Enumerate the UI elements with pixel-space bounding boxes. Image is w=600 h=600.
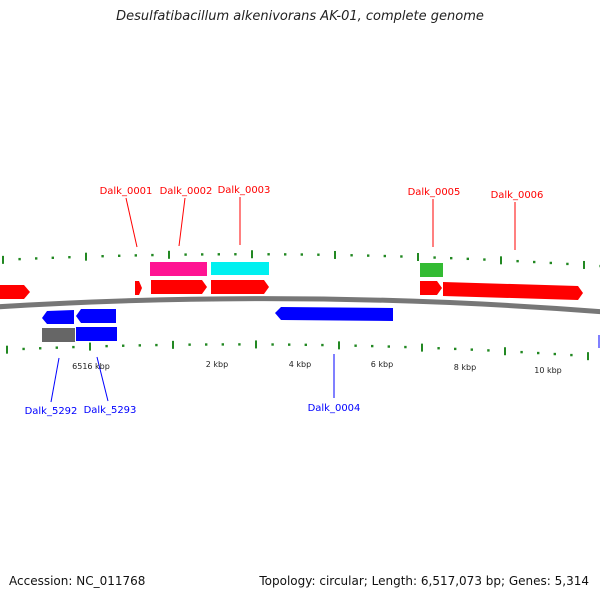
label-dalk-0006[interactable]: Dalk_0006 [491,190,544,201]
scale-label: 2 kbp [206,360,228,369]
scale-label: 8 kbp [454,363,476,372]
gene-dalk-0001[interactable] [135,281,142,295]
gene-dalk-0004[interactable] [275,307,393,321]
gene-dalk-0005[interactable] [420,263,443,277]
scale-label: 6516 kbp [72,362,110,371]
scale-label: 10 kbp [534,366,562,375]
gene-reverse[interactable] [76,327,117,341]
label-dalk-0005[interactable]: Dalk_0005 [408,187,461,198]
genome-title: Desulfatibacillum alkenivorans AK-01, co… [116,9,484,24]
label-dalk-0001[interactable]: Dalk_0001 [100,186,153,197]
gene-dalk-0003[interactable] [211,262,269,275]
genome-summary: Topology: circular; Length: 6,517,073 bp… [259,574,589,588]
accession-text: Accession: NC_011768 [9,574,146,588]
gene-dalk-5292[interactable] [42,310,74,324]
gene-forward[interactable] [0,285,30,299]
gene-dalk-0006[interactable] [443,282,583,300]
gene-forward[interactable] [211,280,269,294]
label-dalk-0004[interactable]: Dalk_0004 [308,403,361,414]
gene-forward[interactable] [151,280,207,294]
scale-label: 6 kbp [371,360,393,369]
gene-dalk-5293[interactable] [76,309,116,323]
gene-dalk-0002[interactable] [150,262,207,276]
scale-label: 4 kbp [289,360,311,369]
gene-forward[interactable] [420,281,442,295]
genome-backbone [0,296,600,315]
label-dalk-0003[interactable]: Dalk_0003 [218,185,271,196]
gene-grey[interactable] [42,328,75,342]
scale-ticks [2,250,600,361]
label-dalk-5293[interactable]: Dalk_5293 [84,405,137,416]
label-dalk-0002[interactable]: Dalk_0002 [160,186,213,197]
label-dalk-5292[interactable]: Dalk_5292 [25,406,78,417]
